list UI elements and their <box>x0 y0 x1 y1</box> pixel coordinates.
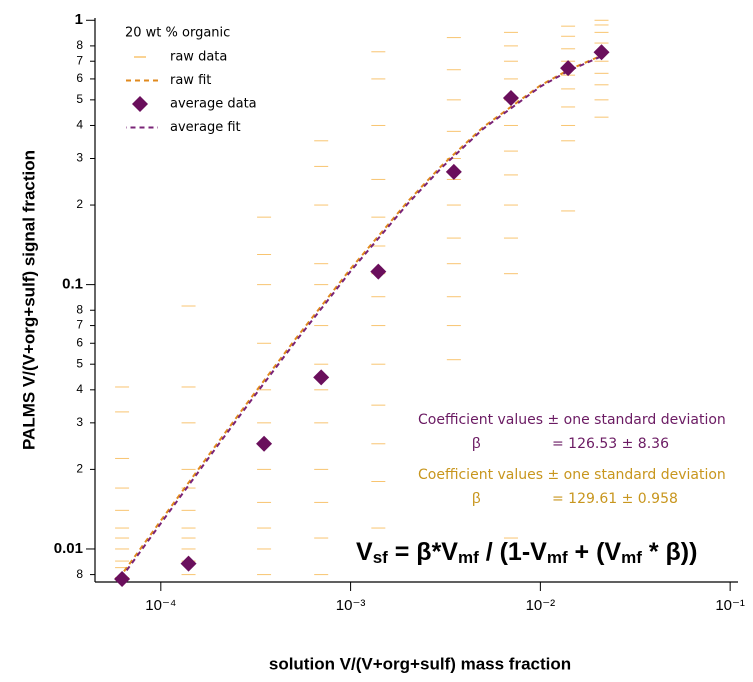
y-tick-label: 6 <box>76 335 83 349</box>
average-marker <box>256 435 273 452</box>
legend-title: 20 wt % organic <box>125 26 230 41</box>
x-tick-label: 10⁻² <box>526 597 556 614</box>
y-tick-label: 4 <box>76 118 83 132</box>
y-tick-label: 3 <box>76 415 83 429</box>
y-tick-label: 3 <box>76 151 83 165</box>
average-marker <box>114 570 131 587</box>
average-marker <box>370 263 387 280</box>
average-marker <box>313 369 330 386</box>
equation-subscript: sf <box>373 548 388 567</box>
y-tick-label: 6 <box>76 71 83 85</box>
x-tick-label: 10⁻⁴ <box>145 597 176 614</box>
x-tick-label: 10⁻³ <box>336 597 366 614</box>
legend-label: average data <box>170 97 257 112</box>
y-tick-label: 2 <box>76 462 83 476</box>
y-tick-label: 0.1 <box>62 276 83 293</box>
y-tick-label: 8 <box>76 38 83 52</box>
legend-label: average fit <box>170 120 241 135</box>
legend-symbol <box>132 96 148 112</box>
fit-line <box>117 54 602 580</box>
average-marker <box>445 163 462 180</box>
annotation-heading: Coefficient values ± one standard deviat… <box>418 412 726 428</box>
annotation-value: = 126.53 ± 8.36 <box>552 436 669 452</box>
equation-subscript: mf <box>458 548 479 567</box>
y-tick-label: 7 <box>76 53 83 67</box>
x-tick-label: 10⁻¹ <box>715 597 745 614</box>
y-tick-label: 5 <box>76 92 83 106</box>
equation-part: = β*V <box>388 538 458 566</box>
y-tick-label: 1 <box>75 11 83 28</box>
legend-label: raw data <box>170 50 227 65</box>
legend-label: raw fit <box>170 73 211 88</box>
average-marker <box>502 90 519 107</box>
y-tick-label: 8 <box>76 567 83 581</box>
average-marker <box>593 44 610 61</box>
average-marker <box>180 555 197 572</box>
y-tick-label: 4 <box>76 382 83 396</box>
annotation-value: = 129.61 ± 0.958 <box>552 491 678 507</box>
y-axis-title: PALMS V/(V+org+sulf) signal fraction <box>19 150 38 450</box>
average-marker <box>560 60 577 77</box>
y-tick-label: 2 <box>76 197 83 211</box>
equation-part: + (V <box>568 538 622 566</box>
equation: Vsf = β*Vmf / (1-Vmf + (Vmf * β)) <box>356 538 697 567</box>
y-tick-label: 5 <box>76 356 83 370</box>
y-tick-label: 0.01 <box>54 540 83 557</box>
equation-subscript: mf <box>547 548 568 567</box>
y-tick-label: 8 <box>76 302 83 316</box>
equation-subscript: mf <box>621 548 642 567</box>
x-axis-title: solution V/(V+org+sulf) mass fraction <box>269 654 571 673</box>
equation-part: V <box>356 538 373 566</box>
annotation-heading: Coefficient values ± one standard deviat… <box>418 467 726 483</box>
y-tick-label: 7 <box>76 318 83 332</box>
annotation-symbol: β <box>472 435 481 452</box>
equation-part: * β)) <box>642 538 698 566</box>
fit-line <box>117 55 602 582</box>
annotation-symbol: β <box>472 490 481 507</box>
equation-part: / (1-V <box>479 538 547 566</box>
